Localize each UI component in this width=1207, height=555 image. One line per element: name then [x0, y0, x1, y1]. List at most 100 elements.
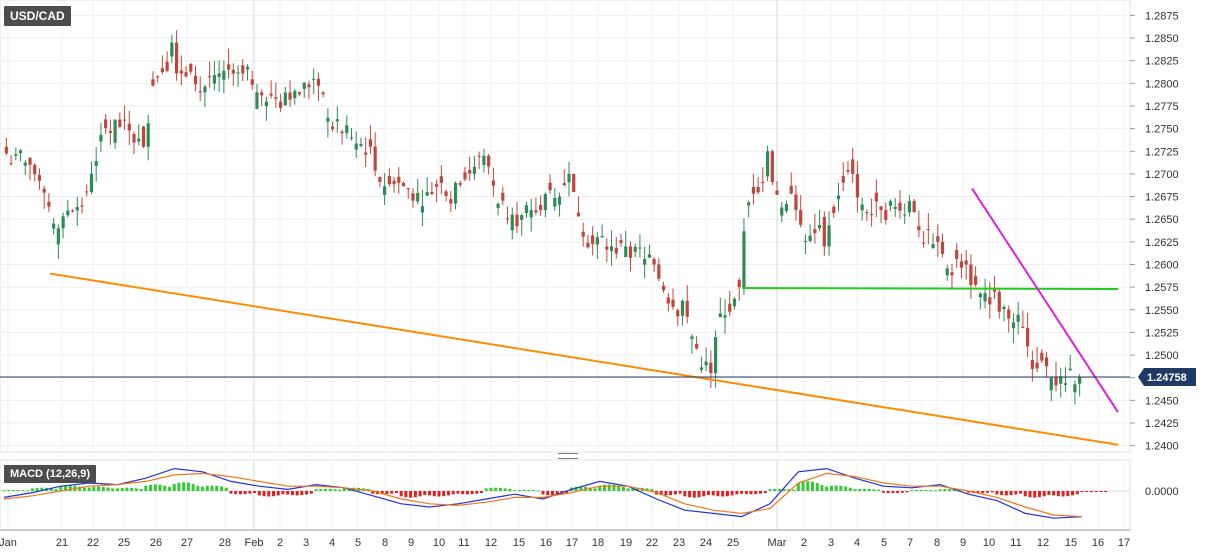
macd-histogram-bar — [546, 491, 550, 496]
y-tick-label: 1.2550 — [1145, 305, 1179, 317]
candle — [1026, 312, 1030, 358]
macd-histogram-bar — [593, 488, 597, 491]
y-tick-label: 1.2650 — [1145, 214, 1179, 226]
macd-histogram-bar — [338, 489, 342, 491]
candle — [562, 169, 566, 187]
macd-histogram-bar — [688, 491, 692, 498]
candle — [208, 61, 212, 88]
symbol-label: USD/CAD — [4, 6, 71, 26]
candles — [4, 30, 1082, 405]
candle — [926, 213, 930, 245]
candle — [917, 210, 921, 238]
candle — [978, 291, 982, 310]
candle — [520, 213, 524, 236]
candle — [893, 197, 897, 217]
macd-histogram-bar — [683, 491, 687, 497]
falling-support-line — [49, 272, 1119, 446]
candle — [713, 330, 718, 388]
candle — [401, 181, 406, 187]
macd-histogram-bar — [1014, 491, 1018, 495]
candle — [288, 80, 292, 108]
macd-histogram-bar — [130, 487, 134, 491]
macd-histogram-bar — [49, 488, 53, 491]
candle — [1035, 346, 1039, 373]
candle — [723, 299, 727, 334]
candle — [297, 91, 302, 97]
candle — [425, 177, 429, 197]
candle — [458, 180, 462, 188]
candle — [860, 197, 864, 221]
macd-histogram-bar — [309, 491, 313, 494]
candle — [775, 180, 779, 195]
candle — [354, 131, 358, 159]
candle — [283, 87, 287, 106]
macd-histogram-bar — [758, 491, 762, 494]
candle — [165, 51, 169, 73]
candle — [293, 89, 297, 105]
macd-histogram-bar — [659, 491, 663, 496]
macd-histogram-bar — [295, 491, 299, 496]
macd-histogram-bar — [319, 488, 323, 491]
pane-resize-handle[interactable] — [558, 453, 578, 459]
candle — [94, 147, 98, 182]
macd-histogram-bar — [617, 485, 621, 491]
candle — [510, 207, 514, 240]
macd-histogram-bar — [158, 484, 162, 491]
candle — [685, 285, 689, 324]
candle — [539, 195, 543, 216]
candle — [728, 290, 732, 317]
candle — [605, 238, 609, 263]
candle — [378, 176, 382, 188]
macd-histogram-bar — [428, 491, 432, 496]
candle — [1007, 305, 1011, 333]
macd-histogram-bar — [527, 489, 531, 491]
candle — [331, 121, 335, 132]
candle — [874, 179, 878, 218]
candle — [817, 209, 822, 232]
macd-histogram-bar — [872, 489, 876, 491]
macd-histogram-bar — [834, 485, 838, 491]
x-tick-label: 21 — [56, 537, 68, 549]
candle — [61, 212, 65, 239]
candle — [359, 137, 363, 148]
candle — [557, 192, 562, 217]
macd-histogram-bar — [891, 491, 895, 494]
candle — [737, 277, 741, 301]
macd-histogram-bar — [782, 488, 786, 491]
macd-histogram-bar — [262, 491, 266, 497]
macd-histogram-bar — [82, 487, 86, 491]
macd-histogram-bar — [1056, 491, 1060, 497]
candle — [151, 71, 155, 87]
macd-histogram-bar — [106, 487, 110, 491]
candle — [487, 154, 491, 175]
macd-histogram-bar — [172, 483, 176, 491]
macd-histogram-bar — [664, 491, 668, 496]
x-tick-label: 10 — [433, 537, 445, 549]
macd-histogram-bar — [224, 487, 228, 491]
macd-histogram-bar — [669, 491, 673, 496]
candle — [108, 119, 112, 145]
macd-histogram-bar — [607, 484, 611, 491]
macd-histogram-bar — [300, 491, 304, 496]
macd-histogram-bar — [201, 486, 205, 491]
macd-histogram-bar — [636, 487, 640, 491]
candle — [534, 197, 538, 216]
macd-histogram-bar — [881, 491, 885, 493]
macd-histogram-bar — [1019, 491, 1023, 494]
candle — [695, 336, 699, 350]
macd-histogram-bar — [286, 491, 290, 495]
macd-histogram-bar — [744, 491, 748, 495]
candle — [75, 196, 79, 226]
macd-histogram-bar — [333, 489, 337, 491]
macd-histogram-bar — [711, 491, 715, 496]
x-tick-label: 25 — [118, 537, 130, 549]
macd-histogram-bar — [673, 491, 677, 495]
candle — [47, 192, 51, 213]
candle — [184, 66, 188, 78]
macd-histogram-bar — [839, 485, 843, 491]
candle — [222, 60, 226, 94]
macd-histogram-bar — [943, 488, 947, 491]
macd-indicator-label[interactable]: MACD (12,26,9) — [4, 465, 97, 483]
x-tick-label: 17 — [1118, 537, 1130, 549]
